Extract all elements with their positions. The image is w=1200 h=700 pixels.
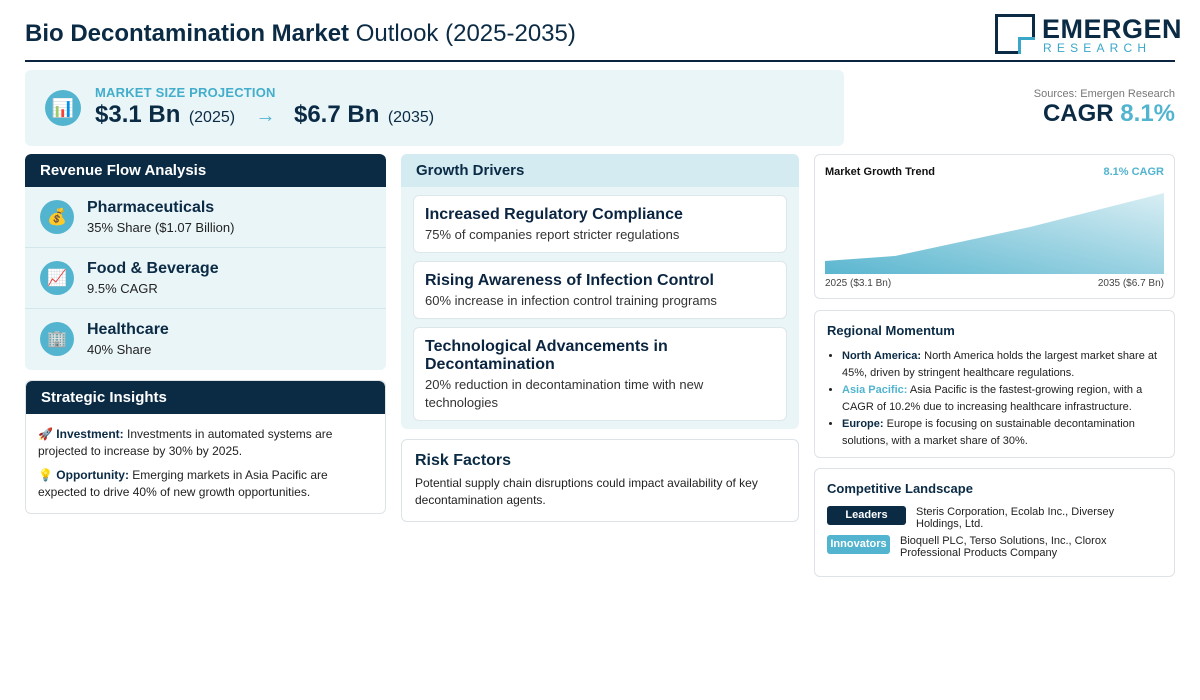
money-bag-icon: 💰 (40, 200, 74, 234)
driver-title: Increased Regulatory Compliance (425, 206, 683, 223)
regional-momentum-title: Regional Momentum (827, 323, 955, 338)
logo-main-text: EMERGEN (1042, 14, 1183, 44)
competitive-landscape-panel: Competitive Landscape Leaders Steris Cor… (814, 468, 1175, 577)
risk-factors-title: Risk Factors (415, 452, 512, 469)
lightbulb-icon: 💡 (38, 468, 53, 482)
revenue-item-title: Food & Beverage (87, 260, 219, 277)
market-size-values: $3.1 Bn (2025) → $6.7 Bn (2035) (95, 101, 434, 129)
page-title: Bio Decontamination Market Outlook (2025… (25, 20, 576, 48)
revenue-item: 💰 Pharmaceuticals 35% Share ($1.07 Billi… (25, 187, 386, 248)
market-size-label: MARKET SIZE PROJECTION (95, 85, 276, 100)
cagr-value: 8.1% (1120, 100, 1175, 127)
competitor-text: Steris Corporation, Ecolab Inc., Diverse… (916, 506, 1115, 530)
bar-chart-icon: 📊 (45, 90, 81, 126)
insight-item: 💡 Opportunity: Emerging markets in Asia … (38, 467, 373, 501)
strategic-insights-panel: Strategic Insights 🚀 Investment: Investm… (25, 380, 386, 514)
region-name: Asia Pacific: (842, 384, 908, 396)
revenue-flow-title: Revenue Flow Analysis (25, 154, 386, 187)
driver-desc: 75% of companies report stricter regulat… (425, 227, 680, 242)
market-size-panel: 📊 MARKET SIZE PROJECTION $3.1 Bn (2025) … (25, 70, 844, 146)
driver-card: Rising Awareness of Infection Control 60… (413, 261, 787, 319)
revenue-item-sub: 40% Share (87, 342, 152, 357)
driver-desc: 60% increase in infection control traini… (425, 293, 717, 308)
region-text: North America holds the largest market s… (842, 350, 1158, 379)
driver-card: Increased Regulatory Compliance 75% of c… (413, 195, 787, 253)
insight-label: Opportunity: (56, 468, 129, 482)
logo-sub-text: RESEARCH (1043, 41, 1152, 55)
risk-factors-panel: Risk Factors Potential supply chain disr… (401, 439, 799, 522)
logo: EMERGEN RESEARCH (995, 14, 1182, 56)
arrow-right-icon: → (255, 105, 276, 127)
revenue-item-title: Pharmaceuticals (87, 199, 215, 216)
start-year: (2025) (188, 109, 236, 126)
driver-title: Technological Advancements in Decontamin… (425, 338, 668, 373)
trend-area (825, 193, 1164, 274)
sources-text: Sources: Emergen Research (1033, 88, 1175, 100)
innovators-badge: Innovators (827, 535, 890, 554)
trend-cagr: 8.1% CAGR (1103, 166, 1164, 178)
revenue-item-sub: 35% Share ($1.07 Billion) (87, 220, 235, 235)
trend-end-label: 2035 ($6.7 Bn) (1097, 278, 1164, 289)
list-item: North America: North America holds the l… (842, 348, 1162, 381)
strategic-insights-body: 🚀 Investment: Investments in automated s… (26, 414, 385, 501)
end-year: (2035) (387, 109, 435, 126)
risk-factors-text: Potential supply chain disruptions could… (415, 476, 758, 507)
building-icon: 🏢 (40, 322, 74, 356)
leaders-badge: Leaders (827, 506, 906, 525)
driver-card: Technological Advancements in Decontamin… (413, 327, 787, 421)
title-bold: Bio Decontamination Market (25, 20, 350, 47)
market-growth-trend-panel: Market Growth Trend 8.1% CAGR 2025 ($3.1… (814, 154, 1175, 299)
cagr-headline: CAGR 8.1% (1043, 100, 1175, 128)
title-rest: Outlook (2025-2035) (355, 20, 576, 47)
driver-desc: 20% reduction in decontamination time wi… (425, 377, 704, 410)
logo-mark-icon (995, 14, 1035, 54)
list-item: Europe: Europe is focusing on sustainabl… (842, 416, 1162, 449)
trend-start-label: 2025 ($3.1 Bn) (825, 278, 892, 289)
regional-momentum-panel: Regional Momentum North America: North A… (814, 310, 1175, 458)
trend-up-icon: 📈 (40, 261, 74, 295)
revenue-item-sub: 9.5% CAGR (87, 281, 158, 296)
growth-drivers-title: Growth Drivers (401, 154, 799, 187)
trend-area-chart (825, 193, 1164, 274)
revenue-item-title: Healthcare (87, 321, 169, 338)
region-name: Europe: (842, 418, 884, 430)
revenue-item: 🏢 Healthcare 40% Share (25, 309, 386, 370)
insight-text: Investments in automated systems are pro… (38, 427, 333, 458)
rocket-icon: 🚀 (38, 427, 53, 441)
growth-drivers-panel: Growth Drivers Increased Regulatory Comp… (401, 154, 799, 429)
strategic-insights-title: Strategic Insights (26, 381, 385, 414)
start-value: $3.1 Bn (95, 101, 181, 128)
end-value: $6.7 Bn (293, 101, 380, 128)
trend-title: Market Growth Trend (825, 166, 936, 178)
region-text: Europe is focusing on sustainable decont… (842, 418, 1135, 447)
insight-text: Emerging markets in Asia Pacific are exp… (38, 468, 328, 499)
competitor-row: Leaders Steris Corporation, Ecolab Inc.,… (827, 506, 1116, 530)
revenue-flow-panel: Revenue Flow Analysis 💰 Pharmaceuticals … (25, 154, 386, 370)
header: Bio Decontamination Market Outlook (2025… (25, 12, 1182, 62)
list-item: Asia Pacific: Asia Pacific is the fastes… (842, 382, 1162, 415)
competitor-text: Bioquell PLC, Terso Solutions, Inc., Clo… (900, 535, 1107, 559)
cagr-label: CAGR (1042, 100, 1114, 127)
region-text: Asia Pacific is the fastest-growing regi… (842, 384, 1143, 413)
competitive-landscape-title: Competitive Landscape (827, 481, 973, 496)
regional-list: North America: North America holds the l… (827, 348, 1162, 449)
revenue-item: 📈 Food & Beverage 9.5% CAGR (25, 248, 386, 309)
driver-title: Rising Awareness of Infection Control (425, 272, 714, 289)
region-name: North America: (842, 350, 922, 362)
insight-label: Investment: (56, 427, 124, 441)
competitor-row: Innovators Bioquell PLC, Terso Solutions… (827, 535, 1120, 559)
insight-item: 🚀 Investment: Investments in automated s… (38, 426, 373, 460)
